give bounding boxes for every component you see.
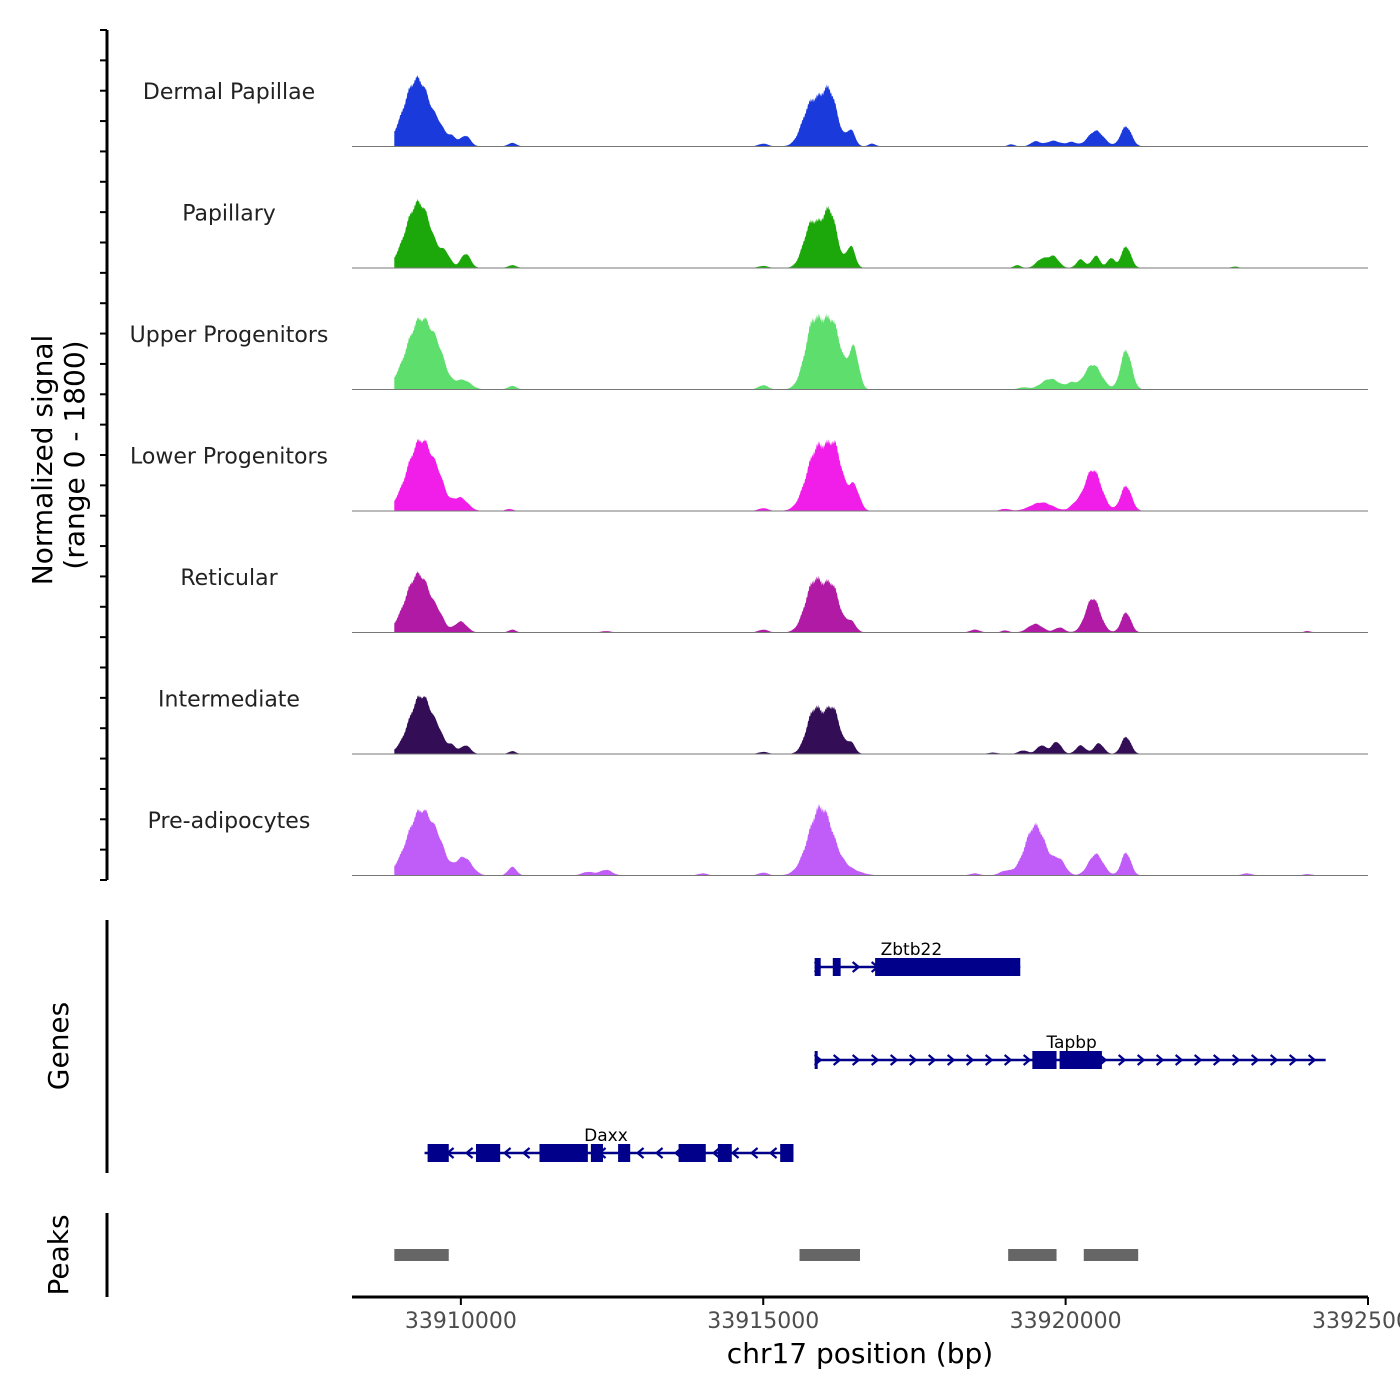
peaks-panel	[394, 1249, 1139, 1261]
strand-arrow	[1250, 1054, 1260, 1066]
x-tick-label: 33910000	[405, 1309, 517, 1334]
genes-panel: Daxx Zbtb22 Tapbp	[424, 940, 1326, 1162]
strand-arrow	[749, 1147, 759, 1159]
gene-exon	[590, 1144, 603, 1162]
x-tick-label: 33920000	[1010, 1309, 1122, 1334]
strand-arrow	[984, 1054, 994, 1066]
signal-area	[394, 313, 1338, 390]
strand-arrow	[1174, 1054, 1184, 1066]
strand-arrow	[1155, 1054, 1165, 1066]
gene-exon	[1092, 1051, 1102, 1069]
strand-arrow	[1288, 1054, 1298, 1066]
strand-arrow	[1117, 1054, 1127, 1066]
gene-exon	[875, 958, 1021, 976]
coverage-tracks: Dermal Papillae Papillary Upper Progenitor…	[130, 75, 1368, 876]
gene-exon	[832, 958, 841, 976]
gene-label: Daxx	[584, 1126, 628, 1146]
track-label: Dermal Papillae	[143, 80, 315, 105]
strand-arrow	[464, 1147, 474, 1159]
track-label: Lower Progenitors	[130, 445, 328, 470]
track-dermal-papillae: Dermal Papillae	[143, 75, 1368, 147]
strand-arrow	[1003, 1054, 1013, 1066]
gene-exon	[539, 1144, 588, 1162]
strand-arrow	[1136, 1054, 1146, 1066]
strand-arrow	[889, 1054, 899, 1066]
strand-arrow	[851, 961, 861, 973]
peaks-title: Peaks	[42, 1214, 75, 1295]
signal-area	[394, 571, 1338, 633]
strand-arrow	[1231, 1054, 1241, 1066]
gene-exon	[475, 1144, 501, 1162]
strand-arrow	[502, 1147, 512, 1159]
strand-arrow	[1307, 1054, 1317, 1066]
x-axis-title: chr17 position (bp)	[727, 1337, 993, 1370]
x-tick-label: 33925000	[1312, 1309, 1400, 1334]
signal-area	[394, 695, 1338, 754]
peak-region	[394, 1249, 449, 1261]
track-label: Intermediate	[158, 688, 300, 713]
strand-arrow	[908, 1054, 918, 1066]
strand-arrow	[946, 1054, 956, 1066]
y-axis-title-line2: (range 0 - 1800)	[58, 340, 91, 569]
peak-region	[1083, 1249, 1139, 1261]
gene-tapbp: Tapbp	[813, 1033, 1326, 1069]
strand-arrow	[730, 1147, 740, 1159]
gene-zbtb22: Zbtb22	[813, 940, 1021, 976]
track-upper-progenitors: Upper Progenitors	[130, 313, 1368, 390]
track-pre-adipocytes: Pre-adipocytes	[148, 804, 1368, 876]
strand-arrow	[927, 1054, 937, 1066]
strand-arrow	[635, 1147, 645, 1159]
signal-area	[394, 438, 1338, 511]
signal-area	[394, 75, 1338, 147]
y-axis-title-line1: Normalized signal	[26, 335, 59, 586]
track-label: Reticular	[180, 566, 278, 591]
track-label: Papillary	[182, 202, 276, 227]
gene-exon	[717, 1144, 732, 1162]
strand-arrow	[851, 1054, 861, 1066]
signal-area	[394, 804, 1338, 876]
x-tick-label: 33915000	[707, 1309, 819, 1334]
strand-arrow	[711, 1147, 721, 1159]
gene-exon	[1059, 1051, 1099, 1069]
track-lower-progenitors: Lower Progenitors	[130, 438, 1368, 512]
peak-region	[1008, 1249, 1057, 1261]
gene-exon	[814, 958, 821, 976]
strand-arrow	[1269, 1054, 1279, 1066]
y-axis	[100, 29, 109, 881]
strand-arrow	[768, 1147, 778, 1159]
strand-arrow	[832, 1054, 842, 1066]
track-papillary: Papillary	[182, 198, 1368, 269]
gene-exon	[427, 1144, 449, 1162]
gene-exon	[814, 1051, 818, 1069]
genes-title: Genes	[42, 1002, 75, 1090]
gene-daxx: Daxx	[424, 1126, 794, 1162]
strand-arrow	[965, 1054, 975, 1066]
signal-area	[394, 198, 1338, 268]
gene-exon	[1032, 1051, 1057, 1069]
x-axis: 33910000 33915000 33920000 33925000	[352, 1295, 1400, 1334]
track-reticular: Reticular	[180, 566, 1368, 633]
gene-exon	[780, 1144, 794, 1162]
track-label: Pre-adipocytes	[148, 809, 311, 834]
strand-arrow	[1212, 1054, 1222, 1066]
strand-arrow	[1022, 1054, 1032, 1066]
strand-arrow	[521, 1147, 531, 1159]
gene-exon	[618, 1144, 631, 1162]
strand-arrow	[1193, 1054, 1203, 1066]
gene-label: Zbtb22	[881, 940, 943, 960]
peak-region	[799, 1249, 860, 1261]
track-label: Upper Progenitors	[130, 323, 329, 348]
gene-label: Tapbp	[1045, 1033, 1096, 1053]
strand-arrow	[870, 1054, 880, 1066]
track-intermediate: Intermediate	[158, 688, 1368, 755]
gene-exon	[678, 1144, 706, 1162]
strand-arrow	[654, 1147, 664, 1159]
